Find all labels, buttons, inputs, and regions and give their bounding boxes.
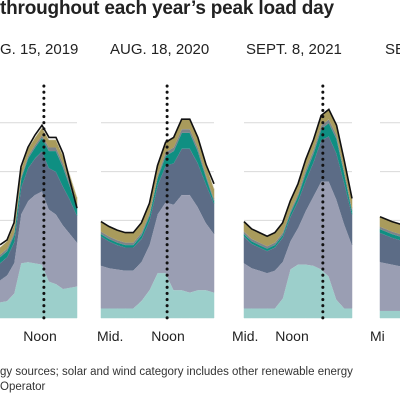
x-tick-label: Mid. — [232, 328, 258, 344]
footer-line: Operator — [0, 381, 46, 393]
panel-title: SE — [385, 41, 400, 58]
total-load-line — [0, 123, 78, 246]
panel-2: AUG. 18, 2020 Mid. Noon — [97, 41, 215, 344]
area-layer-1 — [379, 310, 400, 319]
total-load-line — [100, 118, 215, 234]
x-tick-label: Mid. — [97, 328, 123, 344]
panel-3: SEPT. 8, 2021 Mid. Noon — [232, 41, 353, 344]
x-tick-label: Noon — [275, 328, 308, 344]
x-tick-label: Mi — [370, 328, 385, 344]
panel-1: G. 15, 2019 Noon — [0, 41, 78, 344]
total-load-line — [379, 215, 400, 225]
footer-line: gy sources; solar and wind category incl… — [0, 366, 353, 378]
x-tick-label: Noon — [151, 328, 184, 344]
panel-4: SE Mi — [370, 41, 400, 344]
panel-title: AUG. 18, 2020 — [110, 41, 209, 58]
area-layer-2 — [379, 261, 400, 311]
total-load-line — [243, 108, 353, 238]
source-note: gy sources; solar and wind category incl… — [0, 365, 353, 395]
chart-title: throughout each year’s peak load day — [0, 0, 334, 19]
panel-title: SEPT. 8, 2021 — [246, 41, 342, 58]
panel-title: G. 15, 2019 — [0, 41, 78, 58]
x-tick-label: Noon — [23, 328, 56, 344]
